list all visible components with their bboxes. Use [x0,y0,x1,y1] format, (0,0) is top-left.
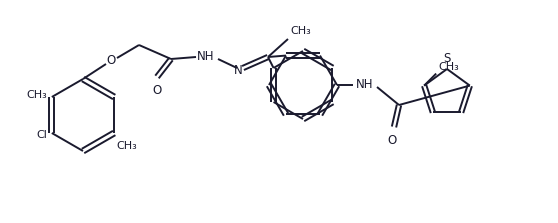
Text: O: O [107,54,116,68]
Text: CH₃: CH₃ [116,141,137,151]
Text: CH₃: CH₃ [438,62,459,72]
Text: CH₃: CH₃ [26,90,47,100]
Text: S: S [443,52,451,65]
Text: N: N [234,64,242,78]
Text: CH₃: CH₃ [290,26,311,36]
Text: NH: NH [197,50,215,64]
Text: Cl: Cl [36,130,47,140]
Text: O: O [387,134,397,147]
Text: O: O [152,84,162,97]
Text: NH: NH [356,78,374,91]
